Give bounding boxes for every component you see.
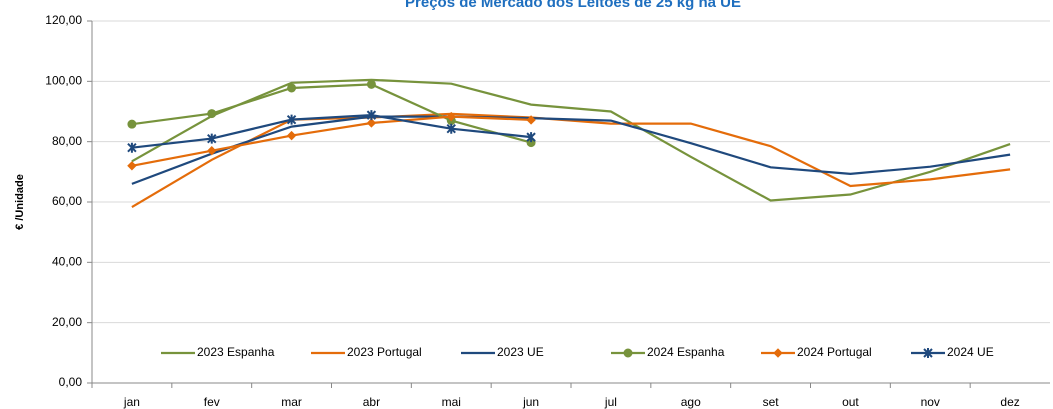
y-axis-label: € /Unidade — [14, 174, 26, 230]
point — [127, 161, 137, 171]
point — [366, 79, 376, 89]
x-tick-label: ago — [681, 395, 701, 409]
series-line — [131, 115, 1011, 185]
x-tick-label: mar — [281, 395, 302, 409]
y-tick-label: 0,00 — [59, 375, 83, 389]
x-tick-label: nov — [921, 395, 940, 409]
x-tick-label: jul — [604, 395, 617, 409]
x-tick-label: fev — [204, 395, 220, 409]
legend-marker — [773, 348, 783, 358]
legend-label: 2023 UE — [497, 345, 544, 359]
y-tick-label: 100,00 — [45, 74, 82, 88]
point — [526, 115, 536, 125]
point — [366, 118, 377, 128]
point — [127, 142, 137, 153]
y-tick-label: 60,00 — [52, 194, 82, 208]
chart-title: Preços de Mercado dos Leitões de 25 kg n… — [405, 0, 741, 11]
legend-marker — [923, 348, 933, 358]
point — [446, 123, 456, 134]
series-line — [131, 78, 1011, 202]
series-line — [131, 112, 1011, 209]
y-tick-label: 20,00 — [52, 315, 82, 329]
legend-label: 2024 UE — [947, 345, 994, 359]
point — [286, 130, 297, 141]
point — [207, 146, 217, 156]
x-tick-label: mai — [442, 395, 461, 409]
point — [446, 111, 456, 122]
legend-label: 2024 Espanha — [647, 345, 725, 359]
point — [286, 114, 297, 125]
y-tick-label: 120,00 — [45, 13, 82, 27]
legend-label: 2024 Portugal — [797, 345, 872, 359]
series-line — [131, 83, 532, 144]
point — [526, 132, 536, 143]
y-tick-label: 40,00 — [52, 255, 82, 269]
legend-label: 2023 Portugal — [347, 345, 422, 359]
x-tick-label: dez — [1000, 395, 1019, 409]
legend-label: 2023 Espanha — [197, 345, 275, 359]
point — [207, 109, 217, 119]
point — [127, 119, 137, 129]
point — [287, 83, 297, 93]
point — [366, 110, 377, 121]
x-tick-label: set — [763, 395, 780, 409]
series-line — [131, 115, 532, 167]
x-tick-label: out — [842, 395, 859, 409]
legend-marker — [623, 348, 633, 358]
series-line — [131, 113, 532, 149]
y-tick-label: 80,00 — [52, 134, 82, 148]
point — [207, 133, 217, 144]
x-tick-label: jan — [123, 395, 140, 409]
x-tick-label: jun — [522, 395, 539, 409]
x-tick-label: abr — [363, 395, 380, 409]
